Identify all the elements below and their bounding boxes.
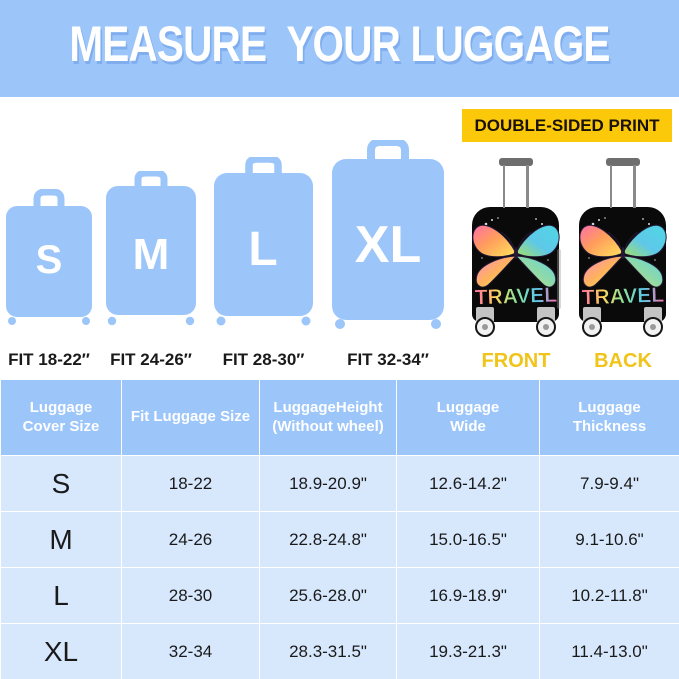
svg-text:L: L (248, 223, 277, 276)
svg-text:M: M (133, 230, 170, 279)
svg-text:S: S (36, 238, 63, 282)
svg-text:XL: XL (355, 216, 421, 274)
